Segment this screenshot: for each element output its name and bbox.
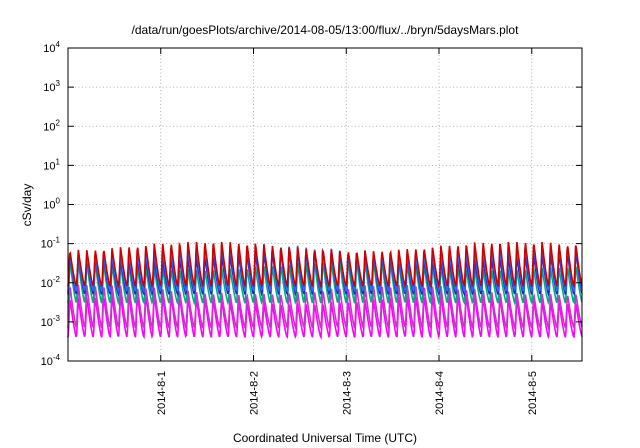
y-tick-label: 102 <box>43 118 60 133</box>
x-tick-label: 2014-8-4 <box>434 371 446 415</box>
x-tick-label: 2014-8-1 <box>156 371 168 415</box>
y-tick-label: 10-3 <box>41 314 61 329</box>
y-axis-label: cSv/day <box>20 184 34 227</box>
chart-title: /data/run/goesPlots/archive/2014-08-05/1… <box>132 23 520 37</box>
x-axis: 2014-8-1 2014-8-2 2014-8-3 2014-8-4 2014-8-5 <box>156 48 539 415</box>
x-tick-label: 2014-8-2 <box>249 371 261 415</box>
y-tick-label: 10-4 <box>41 353 61 368</box>
y-tick-label: 104 <box>43 40 60 55</box>
x-tick-label: 2014-8-3 <box>341 371 353 415</box>
y-tick-label: 103 <box>43 79 60 94</box>
x-axis-label: Coordinated Universal Time (UTC) <box>233 431 417 445</box>
series-line-2 <box>67 284 583 331</box>
series-line-6 <box>67 241 583 290</box>
y-tick-label: 10-1 <box>41 236 61 251</box>
data-series-group <box>67 241 583 340</box>
y-tick-label: 10-2 <box>41 275 61 290</box>
y-tick-label: 101 <box>43 157 60 172</box>
x-tick-label: 2014-8-5 <box>527 371 539 415</box>
y-tick-label: 100 <box>43 197 60 212</box>
y-axis: 10-4 10-3 10-2 10-1 100 101 102 103 104 <box>41 40 582 368</box>
